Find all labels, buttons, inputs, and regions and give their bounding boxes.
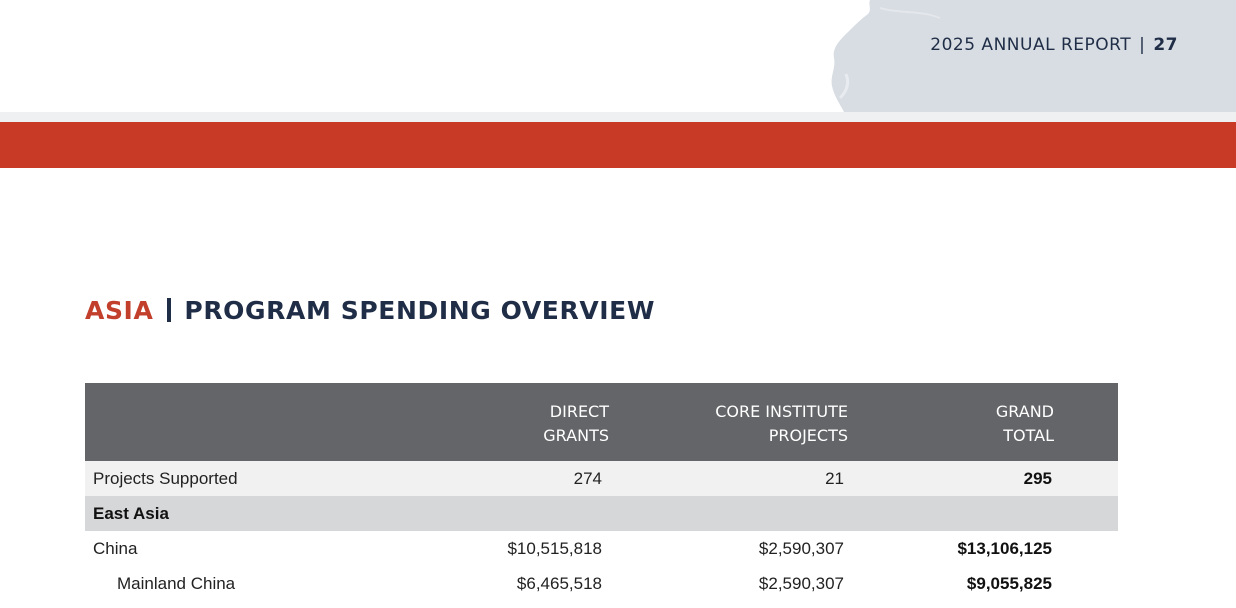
column-header-direct-grants: DIRECT GRANTS bbox=[543, 400, 609, 448]
cell-grand-total: $13,106,125 bbox=[957, 539, 1052, 558]
cell-direct-grants: $10,515,818 bbox=[507, 539, 602, 558]
cell-direct-grants: 274 bbox=[573, 469, 602, 488]
table-group-row: East Asia bbox=[85, 496, 1118, 531]
column-header-line: GRANTS bbox=[543, 426, 609, 445]
row-label: Mainland China bbox=[117, 574, 236, 593]
column-header-line: PROJECTS bbox=[768, 426, 848, 445]
cell-core-projects: $2,590,307 bbox=[758, 539, 844, 558]
report-header: 2025 ANNUAL REPORT | 27 bbox=[930, 35, 1178, 55]
region-name: ASIA bbox=[85, 296, 154, 325]
cell-grand-total: $9,055,825 bbox=[966, 574, 1052, 593]
header-separator: | bbox=[1139, 35, 1146, 55]
row-label: Projects Supported bbox=[93, 469, 238, 488]
column-header-line: TOTAL bbox=[1003, 426, 1054, 445]
table-header: DIRECT GRANTS CORE INSTITUTE PROJECTS GR… bbox=[85, 383, 1118, 461]
section-heading: ASIA PROGRAM SPENDING OVERVIEW bbox=[85, 296, 655, 325]
table-row-projects-supported: Projects Supported 274 21 295 bbox=[85, 461, 1118, 496]
red-banner bbox=[0, 122, 1236, 168]
cell-grand-total: 295 bbox=[1023, 469, 1052, 488]
column-header-line: CORE INSTITUTE bbox=[715, 402, 848, 421]
table-row: Mainland China $6,465,518 $2,590,307 $9,… bbox=[85, 566, 1118, 601]
report-title: 2025 ANNUAL REPORT bbox=[930, 35, 1132, 55]
cell-core-projects: $2,590,307 bbox=[758, 574, 844, 593]
heading-divider bbox=[167, 298, 172, 322]
row-label: China bbox=[93, 539, 138, 558]
header-strip bbox=[0, 112, 1236, 122]
section-title: PROGRAM SPENDING OVERVIEW bbox=[184, 296, 656, 325]
column-header-line: DIRECT bbox=[549, 402, 609, 421]
table-row: China $10,515,818 $2,590,307 $13,106,125 bbox=[85, 531, 1118, 566]
group-label: East Asia bbox=[93, 504, 169, 523]
cell-direct-grants: $6,465,518 bbox=[516, 574, 602, 593]
column-header-core-projects: CORE INSTITUTE PROJECTS bbox=[715, 400, 848, 448]
page-number: 27 bbox=[1153, 35, 1178, 55]
spending-table: DIRECT GRANTS CORE INSTITUTE PROJECTS GR… bbox=[85, 383, 1118, 601]
world-map-graphic bbox=[831, 0, 1236, 112]
cell-core-projects: 21 bbox=[825, 469, 844, 488]
column-header-grand-total: GRAND TOTAL bbox=[996, 400, 1054, 448]
column-header-line: GRAND bbox=[995, 402, 1054, 421]
